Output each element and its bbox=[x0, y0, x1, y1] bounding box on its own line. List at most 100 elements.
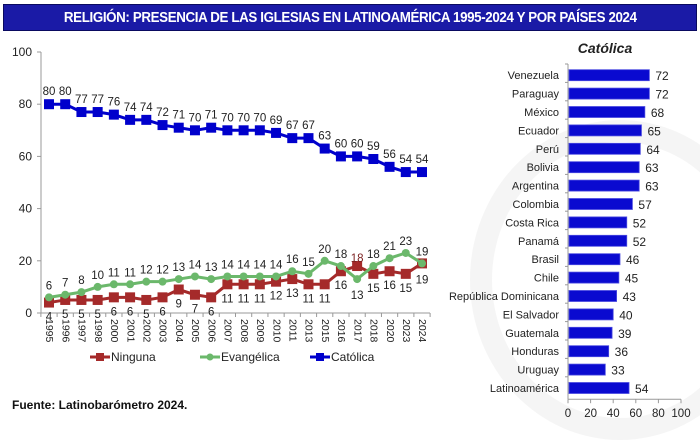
ninguna-data-label: 5 bbox=[143, 309, 149, 321]
x-tick-label: 2013 bbox=[303, 319, 315, 343]
x-tick-label: 2020 bbox=[384, 319, 396, 343]
ninguna-point bbox=[92, 294, 103, 305]
evangelica-data-label: 6 bbox=[46, 280, 52, 292]
evangelica-point bbox=[207, 275, 216, 284]
catolica-point bbox=[92, 107, 103, 118]
y-tick-label: 80 bbox=[19, 97, 33, 111]
bar-category-label: Chile bbox=[534, 273, 559, 285]
catolica-data-label: 54 bbox=[399, 154, 412, 166]
catolica-point bbox=[417, 167, 427, 178]
catolica-point bbox=[108, 109, 119, 120]
catolica-data-label: 74 bbox=[124, 102, 137, 114]
catolica-point bbox=[125, 114, 136, 125]
evangelica-point bbox=[369, 262, 378, 271]
bar-x-tick-label: 80 bbox=[652, 408, 665, 420]
bar-value-label: 68 bbox=[651, 106, 665, 120]
bar bbox=[568, 87, 650, 100]
bar-category-label: Guatemala bbox=[505, 328, 560, 340]
ninguna-data-label: 11 bbox=[319, 293, 331, 305]
catolica-data-label: 70 bbox=[237, 112, 250, 124]
bar-value-label: 36 bbox=[615, 345, 629, 359]
y-tick-label: 20 bbox=[19, 254, 33, 268]
bar-x-tick-label: 0 bbox=[565, 408, 571, 420]
evangelica-point bbox=[77, 288, 86, 297]
catolica-data-label: 69 bbox=[270, 115, 283, 127]
bar-value-label: 63 bbox=[645, 180, 659, 194]
ninguna-point bbox=[303, 279, 314, 290]
evangelica-data-label: 16 bbox=[286, 254, 299, 266]
bar-category-label: Bolivia bbox=[527, 162, 560, 174]
catolica-point bbox=[60, 99, 71, 110]
bar bbox=[568, 326, 613, 339]
catolica-point bbox=[157, 120, 168, 131]
x-tick-label: 2007 bbox=[222, 319, 234, 343]
bar bbox=[568, 382, 630, 394]
title-banner: RELIGIÓN: PRESENCIA DE LAS IGLESIAS EN L… bbox=[3, 4, 697, 31]
evangelica-data-label: 13 bbox=[351, 290, 364, 302]
legend-evangelica-label: Evangélica bbox=[221, 350, 280, 364]
bar-category-label: Paraguay bbox=[512, 89, 560, 101]
evangelica-point bbox=[223, 272, 232, 281]
catolica-point bbox=[352, 151, 363, 162]
x-tick-label: 2018 bbox=[368, 319, 380, 343]
ninguna-point bbox=[254, 279, 265, 290]
y-tick-label: 100 bbox=[12, 45, 32, 59]
bar-chart-title: Católica bbox=[578, 40, 633, 56]
ninguna-data-label: 5 bbox=[62, 309, 68, 321]
catolica-data-label: 67 bbox=[302, 120, 315, 132]
evangelica-point bbox=[272, 272, 281, 281]
catolica-data-label: 59 bbox=[367, 141, 380, 153]
evangelica-data-label: 12 bbox=[156, 265, 169, 277]
evangelica-point bbox=[174, 275, 183, 284]
bar-x-tick-label: 100 bbox=[671, 408, 690, 420]
evangelica-data-label: 15 bbox=[302, 257, 315, 269]
bar bbox=[568, 161, 640, 174]
bar-value-label: 45 bbox=[625, 272, 639, 286]
evangelica-data-label: 11 bbox=[108, 267, 120, 279]
ninguna-point bbox=[44, 297, 54, 308]
evangelica-data-label: 13 bbox=[205, 262, 218, 274]
ninguna-data-label: 11 bbox=[238, 293, 250, 305]
catolica-data-label: 67 bbox=[286, 120, 299, 132]
ninguna-data-label: 6 bbox=[159, 306, 165, 318]
bar-category-label: República Dominicana bbox=[449, 291, 560, 303]
evangelica-point bbox=[93, 282, 102, 291]
ninguna-point bbox=[319, 279, 330, 290]
ninguna-data-label: 11 bbox=[221, 293, 233, 305]
ninguna-data-label: 6 bbox=[111, 306, 117, 318]
bar bbox=[568, 179, 640, 192]
bar bbox=[568, 216, 628, 229]
ninguna-data-label: 6 bbox=[127, 306, 133, 318]
bar-value-label: 72 bbox=[655, 88, 669, 102]
bar bbox=[568, 290, 617, 302]
x-tick-label: 2005 bbox=[189, 319, 201, 343]
x-tick-label: 2002 bbox=[141, 319, 153, 343]
catolica-point bbox=[368, 154, 379, 165]
source-note: Fuente: Latinobarómetro 2024. bbox=[12, 398, 188, 412]
bar bbox=[568, 363, 606, 376]
x-tick-label: 2003 bbox=[157, 319, 169, 343]
evangelica-point bbox=[255, 272, 264, 281]
evangelica-data-label: 14 bbox=[253, 259, 266, 271]
bar-value-label: 33 bbox=[611, 364, 625, 378]
bar-category-label: Perú bbox=[536, 144, 559, 156]
ninguna-data-label: 11 bbox=[254, 293, 266, 305]
legend-catolica-marker bbox=[316, 353, 324, 361]
catolica-data-label: 80 bbox=[59, 86, 72, 98]
evangelica-data-label: 12 bbox=[140, 265, 153, 277]
evangelica-point bbox=[126, 280, 135, 289]
bar bbox=[568, 234, 628, 247]
catolica-data-label: 70 bbox=[189, 112, 202, 124]
ninguna-point bbox=[173, 284, 184, 295]
x-tick-label: 2011 bbox=[286, 319, 298, 342]
bar-chart: Católica 0 20 40 60 80 100 Venezuela 72 Paraguay 7… bbox=[449, 40, 691, 420]
bar-value-label: 63 bbox=[645, 161, 659, 175]
evangelica-point bbox=[418, 259, 426, 268]
bar-category-label: Uruguay bbox=[517, 365, 559, 377]
bar-value-label: 40 bbox=[619, 308, 633, 322]
x-tick-label: 2023 bbox=[400, 319, 412, 343]
evangelica-data-label: 11 bbox=[124, 267, 136, 279]
ninguna-point bbox=[335, 266, 346, 277]
catolica-data-label: 80 bbox=[43, 86, 56, 98]
bar-category-label: Costa Rica bbox=[505, 217, 560, 229]
